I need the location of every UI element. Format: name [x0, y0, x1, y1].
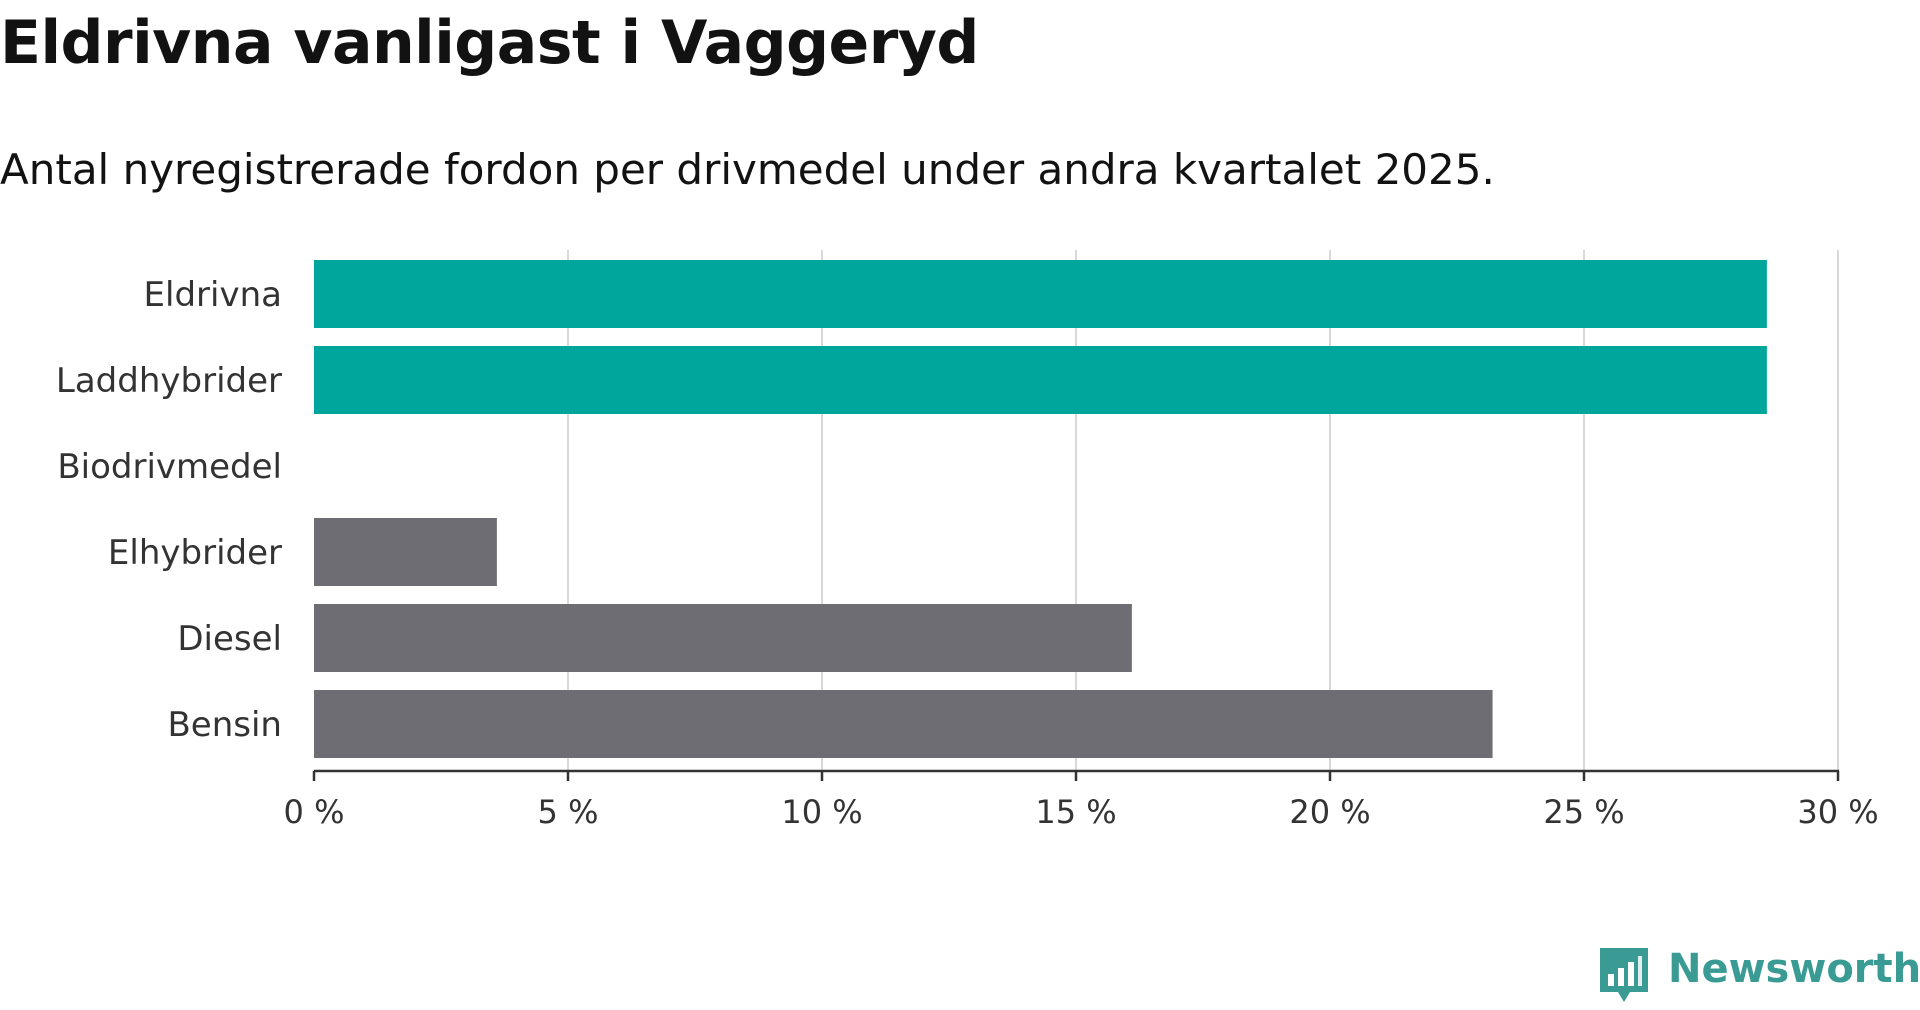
category-label: Laddhybrider: [56, 361, 282, 401]
bar-eldrivna: [314, 260, 1767, 328]
chart-title: Eldrivna vanligast i Vaggeryd: [0, 8, 979, 78]
x-tick-label: 10 %: [781, 793, 862, 831]
x-tick-label: 5 %: [538, 793, 599, 831]
category-label: Diesel: [177, 619, 282, 659]
x-tick-label: 25 %: [1543, 793, 1624, 831]
x-tick-label: 20 %: [1289, 793, 1370, 831]
x-tick-label: 15 %: [1035, 793, 1116, 831]
category-label: Elhybrider: [108, 533, 282, 573]
bars: [314, 260, 1767, 758]
newsworthy-logo: Newsworthy: [1596, 940, 1920, 1010]
bar-chart: 0 % 5 % 10 % 15 % 20 % 25 % 30 % Eldrivna Laddh…: [56, 250, 1879, 831]
bar-chart-speech-bubble-icon: [1600, 948, 1648, 1002]
category-label: Eldrivna: [144, 275, 282, 315]
bar-laddhybrider: [314, 346, 1767, 414]
bar-bensin: [314, 690, 1493, 758]
chart-subtitle: Antal nyregistrerade fordon per drivmede…: [0, 145, 1495, 194]
x-axis: 0 % 5 % 10 % 15 % 20 % 25 % 30 %: [284, 769, 1879, 831]
brand-name: Newsworthy: [1668, 946, 1920, 992]
category-labels: Eldrivna Laddhybrider Biodrivmedel Elhybrid…: [56, 275, 282, 745]
bar-diesel: [314, 604, 1132, 672]
x-tick-label: 0 %: [284, 793, 345, 831]
bar-elhybrider: [314, 518, 497, 586]
grid-lines: [567, 250, 1839, 771]
category-label: Bensin: [167, 705, 282, 745]
x-tick-label: 30 %: [1797, 793, 1878, 831]
category-label: Biodrivmedel: [57, 447, 282, 487]
